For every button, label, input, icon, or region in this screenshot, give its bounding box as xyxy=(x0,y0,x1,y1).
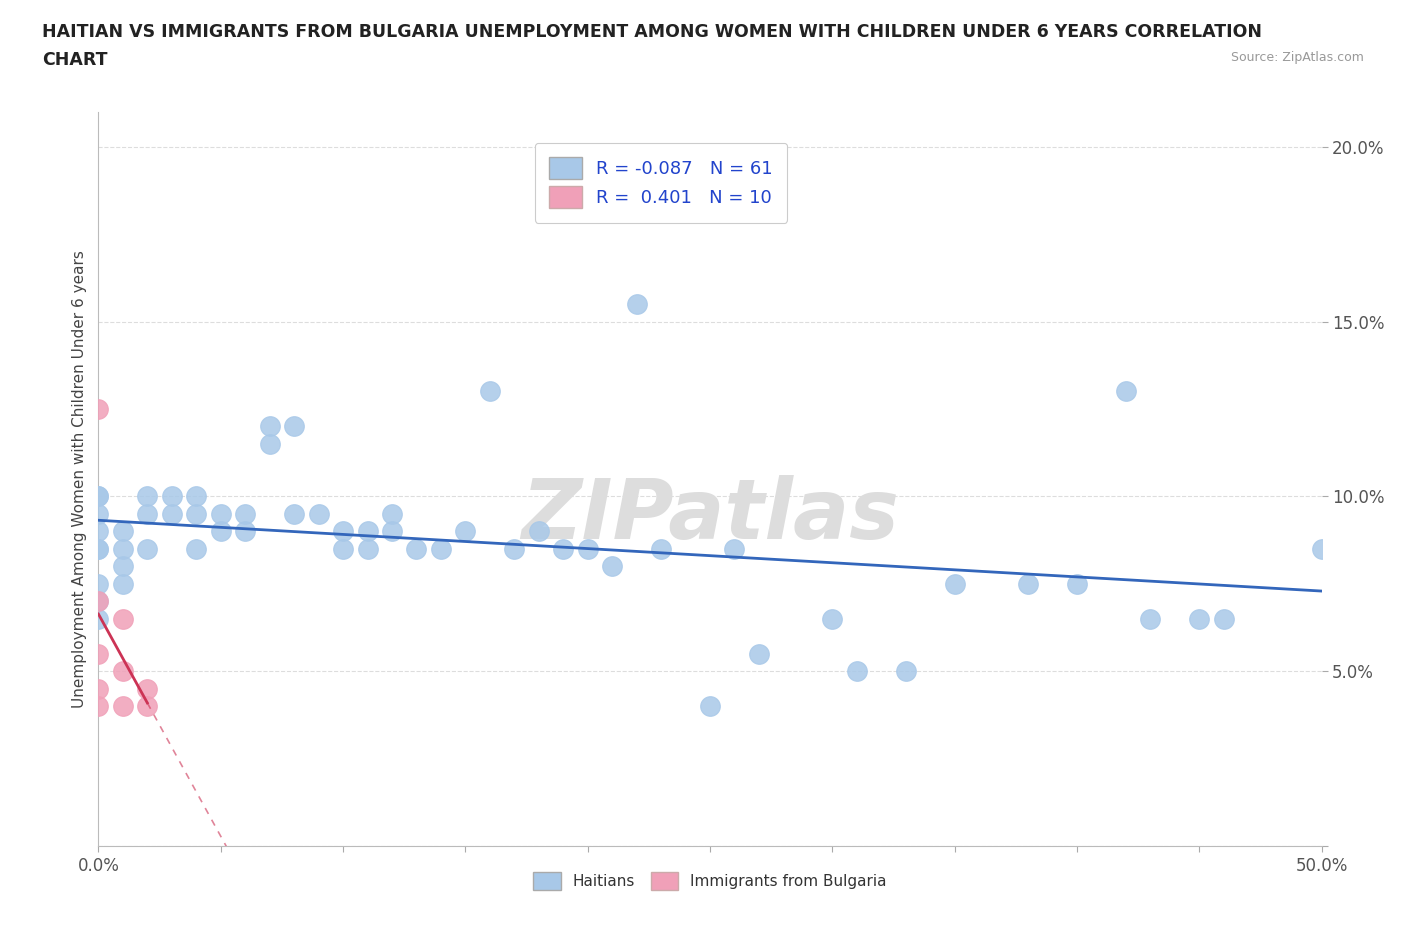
Point xyxy=(87,699,110,714)
Point xyxy=(136,699,159,714)
Point xyxy=(87,611,110,626)
Point xyxy=(553,541,575,556)
Point xyxy=(111,611,134,626)
Point xyxy=(111,524,134,538)
Point xyxy=(626,297,648,312)
Point xyxy=(160,489,183,504)
Point xyxy=(1310,541,1333,556)
Point xyxy=(1212,611,1234,626)
Point xyxy=(405,541,427,556)
Point xyxy=(87,489,110,504)
Point xyxy=(845,664,868,679)
Point xyxy=(259,419,281,434)
Point xyxy=(209,524,232,538)
Point xyxy=(1188,611,1211,626)
Point xyxy=(430,541,453,556)
Point xyxy=(576,541,599,556)
Point xyxy=(283,419,305,434)
Point xyxy=(943,577,966,591)
Point xyxy=(186,541,208,556)
Point xyxy=(136,507,159,522)
Point xyxy=(87,541,110,556)
Text: Source: ZipAtlas.com: Source: ZipAtlas.com xyxy=(1230,51,1364,64)
Point xyxy=(87,594,110,609)
Point xyxy=(600,559,623,574)
Point xyxy=(87,682,110,697)
Point xyxy=(1017,577,1039,591)
Point xyxy=(748,646,770,661)
Point xyxy=(381,524,404,538)
Point xyxy=(699,699,721,714)
Point xyxy=(650,541,672,556)
Point xyxy=(821,611,844,626)
Point xyxy=(186,507,208,522)
Point xyxy=(503,541,526,556)
Point xyxy=(111,541,134,556)
Point xyxy=(87,541,110,556)
Point xyxy=(111,577,134,591)
Point xyxy=(332,524,354,538)
Point xyxy=(160,507,183,522)
Y-axis label: Unemployment Among Women with Children Under 6 years: Unemployment Among Women with Children U… xyxy=(72,250,87,708)
Text: ZIPatlas: ZIPatlas xyxy=(522,475,898,556)
Point xyxy=(1139,611,1161,626)
Point xyxy=(136,682,159,697)
Point xyxy=(894,664,917,679)
Point xyxy=(283,507,305,522)
Point xyxy=(1066,577,1088,591)
Point xyxy=(356,541,378,556)
Point xyxy=(209,507,232,522)
Point xyxy=(87,524,110,538)
Point xyxy=(478,384,501,399)
Point xyxy=(1115,384,1137,399)
Point xyxy=(87,577,110,591)
Point xyxy=(527,524,550,538)
Point xyxy=(87,646,110,661)
Point xyxy=(87,402,110,417)
Point xyxy=(233,524,256,538)
Point xyxy=(356,524,378,538)
Point xyxy=(454,524,477,538)
Point xyxy=(111,559,134,574)
Point xyxy=(136,489,159,504)
Point xyxy=(381,507,404,522)
Point xyxy=(259,436,281,451)
Point xyxy=(111,699,134,714)
Text: HAITIAN VS IMMIGRANTS FROM BULGARIA UNEMPLOYMENT AMONG WOMEN WITH CHILDREN UNDER: HAITIAN VS IMMIGRANTS FROM BULGARIA UNEM… xyxy=(42,23,1263,41)
Point xyxy=(87,594,110,609)
Legend: Haitians, Immigrants from Bulgaria: Haitians, Immigrants from Bulgaria xyxy=(523,861,897,901)
Point xyxy=(87,489,110,504)
Point xyxy=(136,541,159,556)
Point xyxy=(332,541,354,556)
Point xyxy=(186,489,208,504)
Point xyxy=(111,664,134,679)
Text: CHART: CHART xyxy=(42,51,108,69)
Point xyxy=(233,507,256,522)
Point xyxy=(723,541,745,556)
Point xyxy=(87,507,110,522)
Point xyxy=(308,507,330,522)
